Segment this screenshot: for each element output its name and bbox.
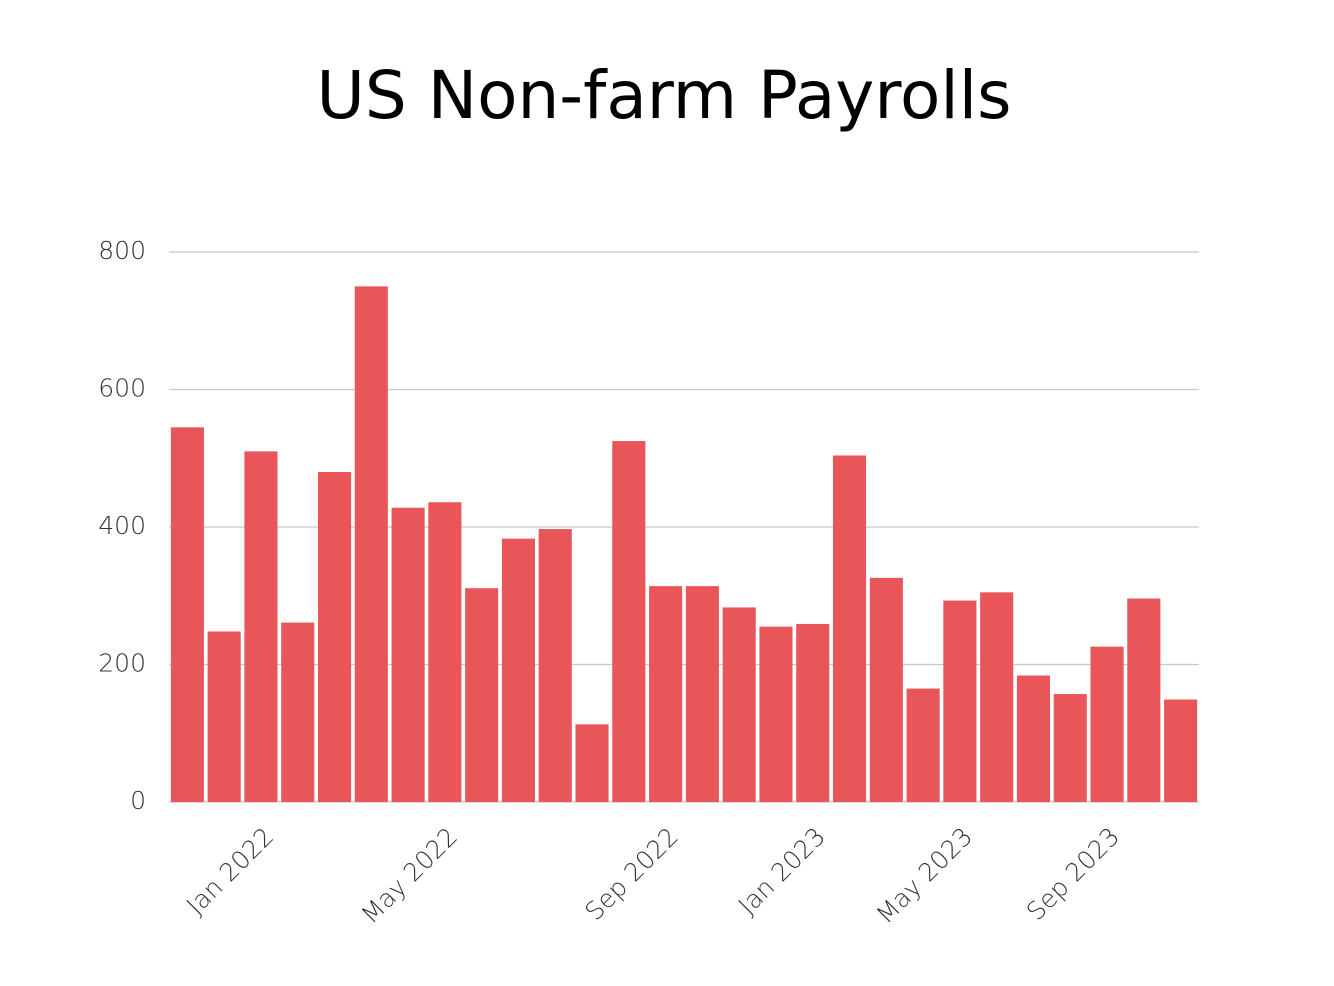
bar — [1016, 675, 1051, 802]
x-tick-label: Jan 2023 — [733, 822, 831, 920]
y-tick-label: 800 — [98, 236, 146, 265]
bar — [869, 577, 903, 802]
bar — [943, 600, 977, 802]
x-tick-label: May 2023 — [870, 822, 978, 930]
bar — [501, 538, 536, 802]
y-tick-label: 600 — [98, 374, 146, 403]
bar — [354, 286, 388, 802]
bar — [538, 529, 572, 802]
bar — [281, 622, 315, 802]
bar — [722, 607, 756, 802]
bar — [612, 441, 646, 802]
bar — [685, 586, 719, 802]
bar — [317, 472, 352, 802]
bar — [1053, 694, 1087, 802]
y-tick-label: 200 — [98, 649, 146, 678]
bar — [1164, 699, 1198, 802]
bar — [796, 623, 830, 802]
bar — [207, 631, 241, 802]
x-tick-label: May 2022 — [355, 822, 463, 930]
bar — [832, 455, 867, 802]
y-tick-label: 0 — [130, 786, 146, 815]
bar — [906, 688, 940, 802]
bar — [465, 588, 499, 802]
bar — [759, 626, 793, 802]
bar — [170, 427, 204, 802]
bar — [980, 592, 1014, 802]
bar — [1127, 598, 1161, 802]
y-tick-label: 400 — [98, 511, 146, 540]
bar — [575, 724, 609, 802]
bar — [244, 451, 278, 802]
x-tick-label: Jan 2022 — [181, 822, 279, 920]
chart-title: US Non-farm Payrolls — [317, 57, 1012, 134]
bar — [649, 586, 683, 802]
bar — [1090, 646, 1124, 802]
x-tick-label: Sep 2022 — [579, 822, 683, 926]
bar — [391, 507, 425, 802]
bar — [428, 502, 462, 802]
x-tick-label: Sep 2023 — [1021, 822, 1125, 926]
